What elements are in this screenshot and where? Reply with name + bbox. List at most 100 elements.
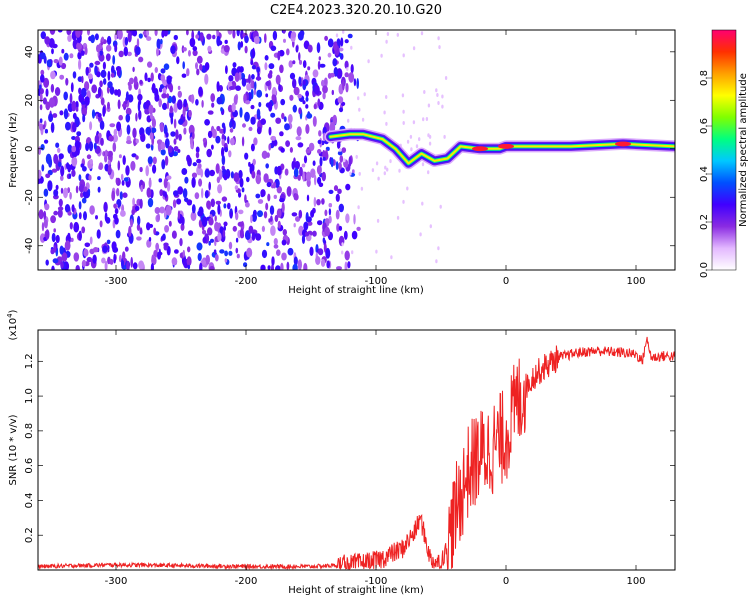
noise-mark (87, 73, 93, 80)
noise-mark (260, 189, 266, 197)
noise-mark (376, 218, 380, 223)
noise-mark (418, 137, 421, 142)
noise-mark (187, 156, 192, 167)
figure-title: C2E4.2023.320.20.10.G20 (270, 3, 442, 18)
noise-mark (44, 36, 51, 45)
noise-mark (216, 35, 221, 47)
noise-mark (260, 118, 267, 125)
noise-mark (113, 253, 117, 264)
noise-mark (109, 258, 114, 265)
noise-mark (317, 149, 322, 154)
y-tick-label: 1.2 (24, 353, 35, 369)
noise-mark (103, 201, 108, 213)
noise-mark (225, 168, 231, 179)
noise-mark (53, 189, 59, 197)
noise-mark (295, 45, 299, 53)
noise-mark (148, 178, 152, 188)
noise-mark (321, 79, 325, 87)
noise-mark (170, 45, 176, 54)
noise-mark (57, 147, 61, 153)
noise-mark (289, 72, 296, 80)
noise-mark (246, 176, 250, 183)
noise-mark (78, 230, 82, 241)
noise-mark (102, 106, 106, 117)
noise-mark (132, 127, 137, 139)
noise-mark (127, 81, 132, 87)
noise-mark (191, 204, 196, 214)
noise-mark (248, 225, 254, 234)
noise-mark (118, 50, 124, 58)
noise-mark (250, 60, 254, 66)
noise-mark (229, 121, 233, 128)
noise-mark (330, 157, 334, 168)
noise-mark (82, 189, 89, 199)
noise-mark (221, 155, 225, 166)
noise-mark (444, 76, 448, 80)
noise-mark (319, 63, 326, 68)
noise-mark (182, 47, 187, 52)
noise-mark (192, 49, 198, 57)
noise-mark (165, 205, 172, 216)
noise-mark (58, 56, 63, 66)
noise-mark (335, 161, 339, 171)
noise-mark (85, 142, 90, 152)
noise-mark (305, 104, 309, 109)
noise-mark (157, 252, 161, 260)
noise-mark (164, 225, 170, 233)
noise-mark (238, 191, 242, 198)
noise-mark (136, 223, 141, 231)
noise-mark (308, 142, 315, 152)
noise-mark (386, 167, 389, 172)
noise-mark (127, 94, 134, 103)
noise-mark (93, 142, 97, 150)
noise-mark (53, 210, 59, 216)
noise-mark (109, 123, 116, 128)
noise-mark (335, 209, 340, 220)
noise-mark (78, 212, 82, 220)
noise-mark (153, 249, 159, 258)
noise-mark (234, 72, 240, 82)
noise-mark (266, 181, 272, 188)
noise-mark (159, 189, 164, 197)
noise-mark (67, 34, 72, 42)
noise-mark (179, 238, 183, 247)
noise-mark (130, 160, 136, 171)
noise-mark (192, 131, 195, 140)
noise-mark (292, 104, 297, 113)
noise-mark (215, 163, 220, 174)
noise-mark (241, 136, 245, 147)
noise-mark (126, 30, 130, 34)
noise-mark (196, 242, 203, 251)
noise-mark (66, 30, 72, 36)
noise-mark (340, 37, 344, 47)
noise-mark (50, 248, 55, 255)
noise-mark (41, 222, 45, 232)
noise-mark (89, 121, 93, 131)
noise-mark (282, 229, 287, 236)
noise-mark (439, 204, 442, 209)
noise-mark (255, 233, 262, 241)
noise-mark (102, 61, 106, 70)
y-tick-label: 1.0 (24, 388, 35, 404)
noise-mark (328, 38, 334, 48)
noise-mark (71, 204, 75, 213)
noise-mark (171, 230, 177, 239)
noise-mark (317, 139, 322, 145)
noise-mark (139, 79, 143, 85)
noise-mark (322, 237, 326, 244)
noise-mark (49, 30, 56, 35)
noise-mark (118, 114, 123, 121)
noise-mark (60, 62, 67, 70)
snr-frame (37, 329, 676, 571)
noise-mark (198, 86, 203, 97)
noise-mark (228, 241, 233, 250)
noise-mark (291, 160, 296, 170)
noise-mark (63, 91, 68, 101)
noise-mark (205, 254, 210, 265)
noise-mark (117, 30, 123, 40)
noise-mark (162, 87, 167, 95)
noise-mark (158, 99, 162, 107)
noise-mark (106, 44, 112, 52)
noise-mark (104, 260, 108, 270)
noise-mark (125, 107, 132, 116)
